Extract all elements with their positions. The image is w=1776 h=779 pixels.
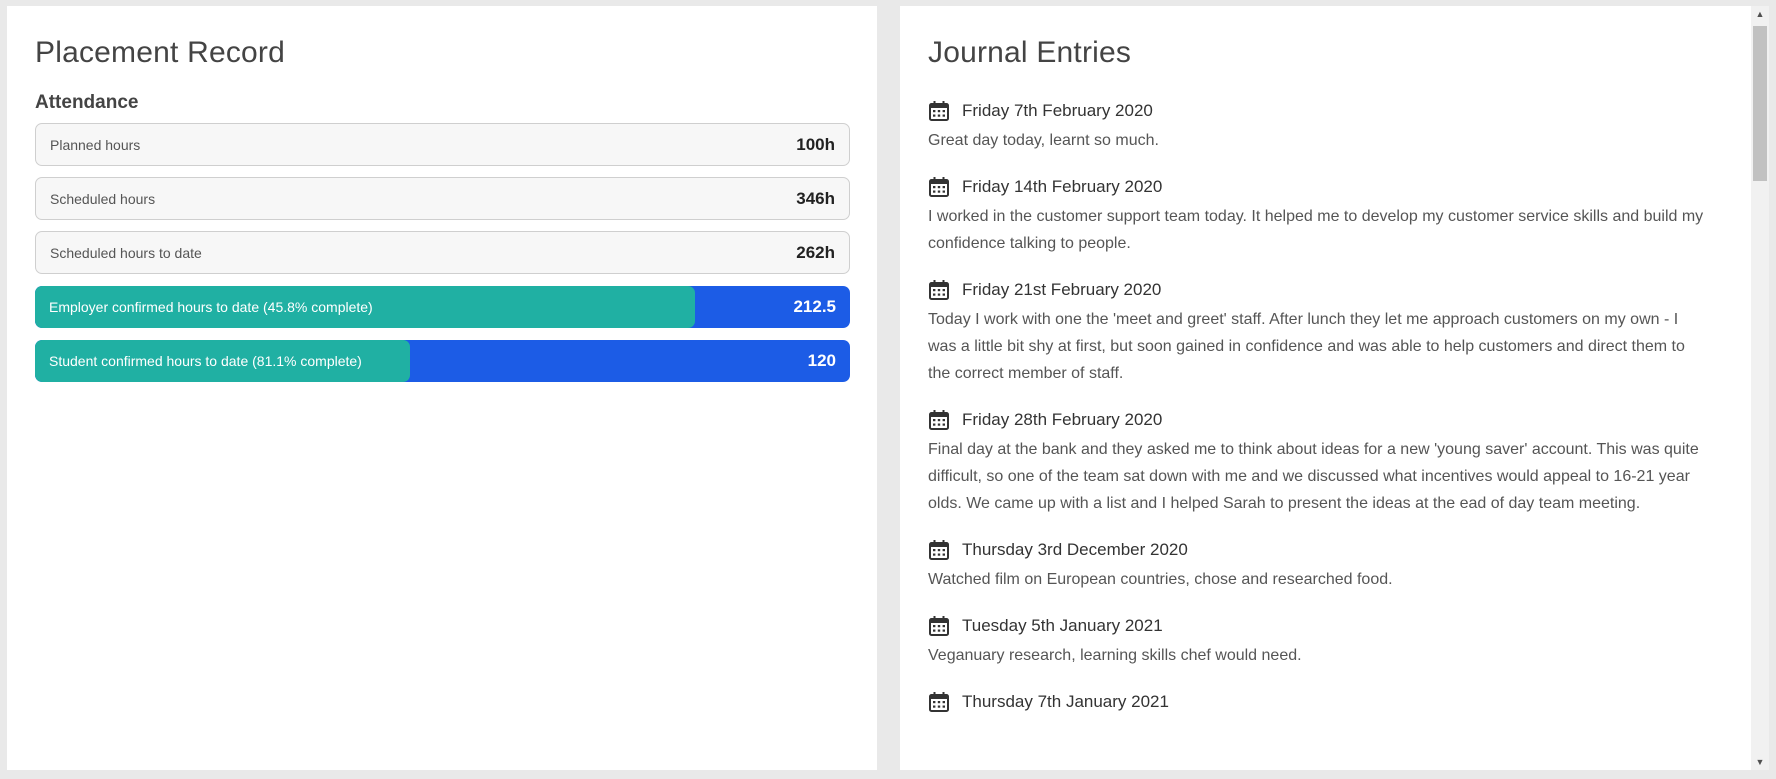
stat-label: Scheduled hours to date xyxy=(50,244,202,261)
entry-header: Friday 28th February 2020 xyxy=(928,407,1708,433)
journal-title: Journal Entries xyxy=(928,36,1132,69)
entry-date: Friday 21st February 2020 xyxy=(962,280,1162,299)
scroll-down-arrow-icon[interactable]: ▼ xyxy=(1755,757,1765,767)
entry-text: I worked in the customer support team to… xyxy=(928,208,1704,252)
placement-record-panel: Placement Record Attendance Planned hour… xyxy=(7,6,877,770)
page-title: Placement Record xyxy=(35,36,285,69)
scheduled-hours-row: Scheduled hours 346h xyxy=(35,177,850,220)
progress-fill xyxy=(35,286,696,328)
scroll-thumb[interactable] xyxy=(1753,26,1767,181)
progress-fill xyxy=(35,340,410,382)
calendar-icon xyxy=(928,615,950,637)
attendance-heading: Attendance xyxy=(35,92,139,113)
entry-date: Thursday 7th January 2021 xyxy=(962,692,1169,711)
entry-text: Today I work with one the 'meet and gree… xyxy=(928,311,1685,382)
entry-date: Friday 28th February 2020 xyxy=(962,410,1163,429)
entry-header: Thursday 3rd December 2020 xyxy=(928,537,1708,563)
entry-header: Friday 7th February 2020 xyxy=(928,98,1708,124)
journal-entry: Friday 21st February 2020 Today I work wi… xyxy=(928,277,1708,387)
journal-panel[interactable]: Journal Entries Friday 7th February 2020… xyxy=(900,6,1769,770)
entry-date: Tuesday 5th January 2021 xyxy=(962,616,1163,635)
entry-text: Veganuary research, learning skills chef… xyxy=(928,647,1302,664)
journal-entry: Friday 14th February 2020 I worked in the… xyxy=(928,174,1708,257)
scroll-up-arrow-icon[interactable]: ▲ xyxy=(1755,9,1765,19)
stat-value: 346h xyxy=(796,188,835,208)
entry-text: Great day today, learnt so much. xyxy=(928,132,1159,149)
journal-entry: Thursday 3rd December 2020 Watched film o… xyxy=(928,537,1708,593)
progress-value: 212.5 xyxy=(793,297,836,316)
entry-text: Watched film on European countries, chos… xyxy=(928,571,1393,588)
journal-entry: Friday 28th February 2020 Final day at th… xyxy=(928,407,1708,517)
progress-label: Employer confirmed hours to date (45.8% … xyxy=(49,299,373,315)
entry-header: Friday 21st February 2020 xyxy=(928,277,1708,303)
calendar-icon xyxy=(928,176,950,198)
journal-entry: Thursday 7th January 2021 xyxy=(928,689,1708,715)
calendar-icon xyxy=(928,539,950,561)
entry-text: Final day at the bank and they asked me … xyxy=(928,441,1699,512)
entry-header: Thursday 7th January 2021 xyxy=(928,689,1708,715)
calendar-icon xyxy=(928,691,950,713)
entry-header: Friday 14th February 2020 xyxy=(928,174,1708,200)
entry-header: Tuesday 5th January 2021 xyxy=(928,613,1708,639)
calendar-icon xyxy=(928,100,950,122)
stat-label: Scheduled hours xyxy=(50,190,156,207)
entry-date: Thursday 3rd December 2020 xyxy=(962,540,1188,559)
journal-entry: Tuesday 5th January 2021 Veganuary resear… xyxy=(928,613,1708,669)
stat-value: 262h xyxy=(796,242,835,262)
scheduled-hours-to-date-row: Scheduled hours to date 262h xyxy=(35,231,850,274)
entry-date: Friday 14th February 2020 xyxy=(962,177,1163,196)
journal-entry: Friday 7th February 2020 Great day today,… xyxy=(928,98,1708,154)
stat-label: Planned hours xyxy=(50,136,141,153)
journal-list: Friday 7th February 2020 Great day today,… xyxy=(928,98,1708,735)
employer-confirmed-progress-bar: Employer confirmed hours to date (45.8% … xyxy=(35,286,850,328)
scrollbar[interactable]: ▲ ▼ xyxy=(1751,6,1769,770)
stat-value: 100h xyxy=(796,134,835,154)
calendar-icon xyxy=(928,409,950,431)
planned-hours-row: Planned hours 100h xyxy=(35,123,850,166)
entry-date: Friday 7th February 2020 xyxy=(962,101,1153,120)
progress-label: Student confirmed hours to date (81.1% c… xyxy=(49,353,362,369)
progress-value: 120 xyxy=(807,351,836,370)
calendar-icon xyxy=(928,279,950,301)
student-confirmed-progress-bar: Student confirmed hours to date (81.1% c… xyxy=(35,340,850,382)
